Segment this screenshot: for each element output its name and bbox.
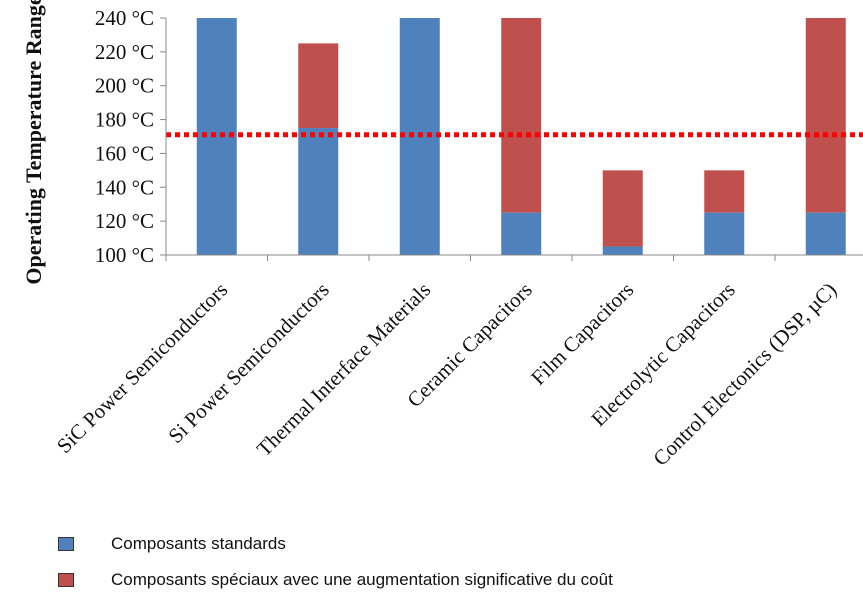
y-ticks: 100 °C 120 °C 140 °C 160 °C 180 °C 200 °C 220 … (95, 6, 166, 267)
legend-label-special: Composants spéciaux avec une augmentatio… (111, 570, 613, 589)
bar-special (298, 43, 339, 129)
bars (196, 18, 846, 255)
legend-item-special: Composants spéciaux avec une augmentatio… (58, 562, 613, 598)
bar-special (805, 18, 846, 213)
bar-standard (704, 212, 745, 255)
bar-standard (298, 128, 339, 255)
legend-swatch-special (58, 573, 74, 587)
legend-item-standard: Composants standards (58, 526, 613, 562)
chart: Operating Temperature Range 100 °C 120 °C… (21, 0, 863, 471)
y-tick-label: 140 °C (95, 175, 154, 199)
y-tick-label: 180 °C (95, 108, 154, 132)
y-tick-label: 200 °C (95, 74, 154, 98)
x-category-label: Thermal Interface Materials (252, 278, 436, 462)
y-tick-label: 100 °C (95, 243, 154, 267)
bar-special (704, 170, 745, 213)
axes (165, 18, 863, 261)
y-axis-label: Operating Temperature Range (21, 0, 46, 285)
y-tick-label: 240 °C (95, 6, 154, 30)
bar-standard (805, 212, 846, 255)
legend-swatch-standard (58, 537, 74, 551)
bar-special (602, 170, 643, 247)
x-category-label: SiC Power Semiconductors (52, 278, 232, 458)
y-tick-label: 120 °C (95, 209, 154, 233)
y-tick-label: 220 °C (95, 40, 154, 64)
y-tick-label: 160 °C (95, 141, 154, 165)
bar-special (501, 18, 542, 213)
bar-standard (501, 212, 542, 255)
legend-label-standard: Composants standards (111, 534, 286, 553)
x-category-label: Film Capacitors (526, 278, 638, 390)
legend: Composants standards Composants spéciaux… (58, 526, 613, 598)
x-category-label: Control Electonics (DSP, µC) (648, 278, 841, 471)
bar-standard (602, 246, 643, 255)
